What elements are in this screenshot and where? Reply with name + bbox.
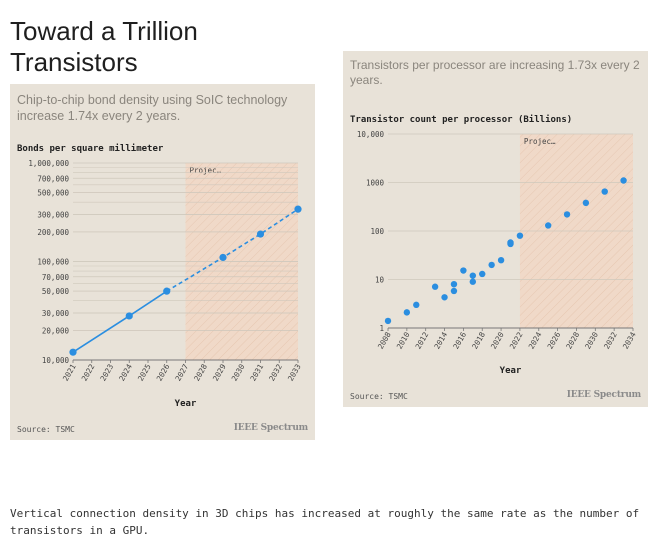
data-point [582,199,590,207]
data-point [431,283,439,290]
x-tick-label: 2025 [136,363,153,383]
x-tick-label: 2029 [211,363,228,383]
x-tick-label: 2016 [451,330,468,351]
x-tick-label: 2032 [267,363,284,383]
y-tick-label: 500,000 [37,189,69,198]
x-tick-label: 2022 [80,363,97,383]
x-tick-label: 2034 [621,330,638,351]
data-point [403,309,411,316]
x-tick-label: 2028 [192,362,209,383]
data-point [563,211,571,218]
y-tick-label: 20,000 [42,326,70,335]
x-tick-label: 2032 [602,331,619,351]
data-point [620,177,627,184]
y-tick-label: 1000 [366,179,385,188]
data-point [219,253,227,262]
x-tick-label: 2010 [395,330,412,351]
brand-logo: IEEE Spectrum [566,390,641,400]
y-tick-label: 1,000,000 [28,159,69,168]
y-tick-label: 100 [370,227,384,236]
data-point [507,239,514,246]
chart-card-transistor-count: Transistors per processor are increasing… [343,51,648,407]
y-tick-label: 200,000 [37,228,69,237]
chart-title: Bonds per square millimeter [17,143,164,154]
projection-label: Projec… [524,137,556,146]
chart-title: Transistor count per processor (Billions… [350,114,572,125]
page-title: Toward a Trillion Transistors [10,16,198,77]
data-point [601,188,608,195]
data-point [413,301,420,309]
y-tick-label: 1 [379,324,384,333]
chart-subtitle: Transistors per processor are increasing… [350,58,640,87]
brand-logo: IEEE Spectrum [233,423,308,433]
x-tick-label: 2020 [489,330,506,351]
chart-card-bond-density: Chip-to-chip bond density using SoIC tec… [10,84,315,440]
x-tick-label: 2030 [583,330,600,351]
y-tick-label: 70,000 [42,273,70,282]
x-tick-label: 2012 [414,331,431,351]
x-tick-label: 2026 [155,362,172,383]
x-tick-label: 2008 [376,330,393,351]
x-tick-label: 2022 [508,331,525,351]
data-point [384,317,392,325]
x-tick-label: 2027 [173,363,190,383]
y-tick-label: 300,000 [37,211,69,220]
data-point [441,294,448,301]
y-tick-label: 30,000 [42,309,70,318]
figure-caption: Vertical connection density in 3D chips … [10,507,640,537]
chart-source: Source: TSMC [350,392,408,401]
y-tick-label: 700,000 [37,174,69,183]
x-tick-label: 2023 [98,363,115,383]
x-tick-label: 2026 [546,330,563,351]
x-tick-label: 2024 [527,330,544,351]
x-tick-label: 2014 [432,330,449,351]
projection-label: Projec… [190,166,222,175]
data-point [469,272,477,279]
x-tick-label: 2033 [286,363,303,383]
x-tick-label: 2030 [230,362,247,383]
data-point [450,281,458,288]
x-tick-label: 2031 [248,363,265,383]
data-point [294,205,302,213]
chart-source: Source: TSMC [17,425,75,434]
series-line [72,290,168,353]
y-tick-label: 100,000 [37,258,69,267]
y-tick-label: 10,000 [42,356,70,365]
chart-subtitle: Chip-to-chip bond density using SoIC tec… [17,93,288,123]
x-tick-label: 2021 [61,363,78,383]
y-tick-label: 10 [375,276,385,285]
data-point [460,267,467,274]
bond-density-chart: Bonds per square millimeter Projec… 10,000… [17,143,303,409]
x-tick-label: 2028 [564,330,581,351]
y-tick-label: 10,000 [357,130,385,139]
y-tick-label: 50,000 [42,287,70,296]
x-axis-title: Year [500,366,522,376]
data-point [516,232,524,239]
data-point [450,287,458,295]
data-point [479,270,486,278]
data-point [488,261,495,269]
transistor-count-chart: Transistor count per processor (Billions… [350,114,638,376]
data-point [69,348,77,356]
x-axis-title: Year [175,399,197,409]
data-point [497,256,505,264]
data-point [125,312,133,320]
data-point [256,230,265,238]
x-tick-label: 2024 [117,362,134,383]
data-point [469,278,477,285]
data-point [544,222,552,229]
series-line [166,208,299,292]
x-tick-label: 2018 [470,330,487,351]
